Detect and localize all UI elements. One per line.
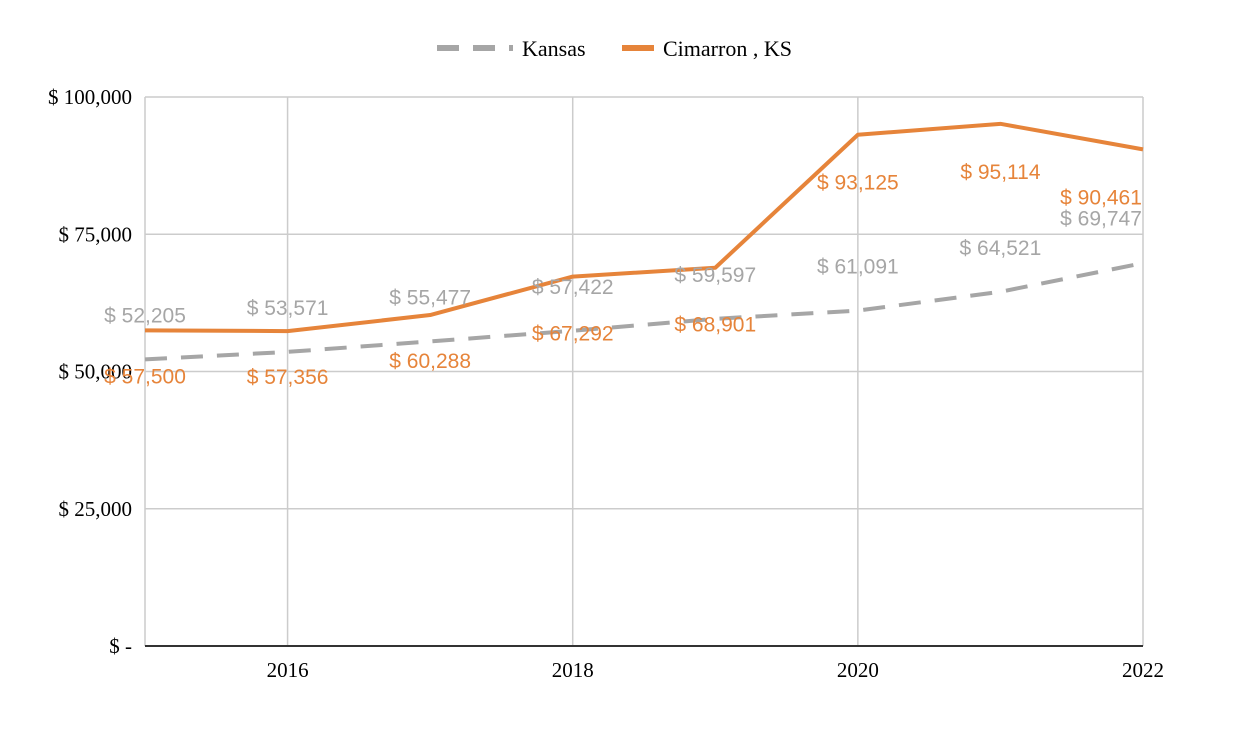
- data-point-cimarron-ks: [1141, 147, 1145, 151]
- data-label-cimarron: $ 95,114: [960, 161, 1041, 184]
- data-label-kansas: $ 61,091: [817, 256, 899, 279]
- data-label-kansas: $ 52,205: [104, 304, 186, 327]
- y-tick-label: $ 50,000: [59, 360, 133, 384]
- series-layer: [143, 121, 1145, 362]
- x-tick-label: 2022: [1122, 658, 1164, 682]
- data-point-kansas: [286, 350, 290, 354]
- legend-label-kansas: Kansas: [522, 36, 586, 61]
- data-label-kansas: $ 53,571: [247, 297, 329, 320]
- data-label-cimarron: $ 57,500: [104, 365, 186, 388]
- data-label-cimarron: $ 68,901: [674, 314, 756, 337]
- data-point-kansas: [143, 357, 147, 361]
- legend-label-cimarron: Cimarron , KS: [663, 36, 792, 61]
- data-label-kansas: $ 69,747: [1060, 207, 1142, 230]
- data-point-kansas: [1141, 261, 1145, 265]
- data-label-cimarron: $ 60,288: [389, 350, 471, 373]
- x-axis: 2016 2018 2020 2022: [145, 645, 1164, 682]
- data-labels: $ 52,205 $ 57,500 $ 53,571 $ 57,356 $ 55,477…: [104, 161, 1142, 389]
- data-point-cimarron-ks: [856, 133, 860, 137]
- data-label-kansas: $ 57,422: [532, 276, 614, 299]
- y-tick-label: $ 75,000: [59, 222, 133, 246]
- gridlines: [144, 96, 1144, 646]
- data-point-kansas: [998, 290, 1002, 294]
- x-tick-label: 2018: [552, 658, 594, 682]
- data-label-kansas: $ 64,521: [960, 237, 1042, 260]
- data-label-cimarron: $ 93,125: [817, 172, 899, 195]
- y-tick-label: $ -: [109, 634, 132, 658]
- data-point-kansas: [428, 339, 432, 343]
- x-tick-label: 2020: [837, 658, 879, 682]
- data-label-cimarron: $ 67,292: [532, 323, 614, 346]
- y-tick-label: $ 100,000: [48, 85, 132, 109]
- data-point-kansas: [856, 309, 860, 313]
- series-line-cimarron-ks: [144, 121, 1144, 334]
- legend: Kansas Cimarron , KS: [437, 36, 792, 61]
- data-point-cimarron-ks: [998, 122, 1002, 126]
- data-point-cimarron-ks: [143, 328, 147, 332]
- y-axis: $ - $ 25,000 $ 50,000 $ 75,000 $ 100,000: [48, 85, 132, 658]
- data-label-kansas: $ 55,477: [389, 286, 471, 309]
- y-tick-label: $ 25,000: [59, 497, 133, 521]
- series-line-kansas: [144, 261, 1144, 362]
- data-point-cimarron-ks: [286, 329, 290, 333]
- data-label-kansas: $ 59,597: [674, 264, 756, 287]
- data-label-cimarron: $ 57,356: [247, 366, 329, 389]
- data-point-cimarron-ks: [428, 313, 432, 317]
- data-label-cimarron: $ 90,461: [1060, 186, 1142, 209]
- x-tick-label: 2016: [267, 658, 309, 682]
